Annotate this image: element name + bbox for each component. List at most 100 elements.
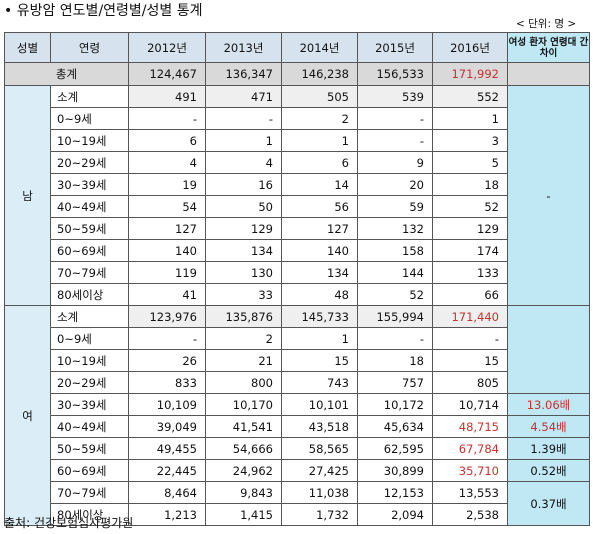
- source-note: 출처: 건강보험심사평가원: [4, 516, 134, 530]
- value-cell: 10,714: [432, 393, 508, 416]
- header-age: 연령: [50, 32, 129, 63]
- age-label: 10~19세: [50, 129, 129, 152]
- value-cell: 1,732: [281, 503, 358, 526]
- value-cell: 2: [205, 327, 282, 350]
- ratio-cell-empty: [507, 305, 590, 394]
- value-cell: 10,101: [281, 393, 358, 416]
- value-cell: 2,094: [357, 503, 433, 526]
- table-row: 10~19세 6 1 1-3: [5, 129, 590, 152]
- table-row: 0~9세 -2 1- -: [5, 327, 590, 350]
- total-row: 총계 124,467 136,347 146,238 156,533 171,9…: [4, 62, 590, 86]
- value-cell: 134: [205, 239, 282, 262]
- value-cell: 45,634: [357, 415, 433, 438]
- age-label: 30~39세: [50, 173, 129, 196]
- age-label: 30~39세: [50, 393, 129, 416]
- value-cell: 6: [281, 151, 358, 174]
- table-row: 남 소계 491 471 505 539 552-: [4, 85, 590, 306]
- table-row: 0~9세 - -2-1: [5, 107, 590, 130]
- value-cell: 127: [128, 217, 206, 240]
- value-cell: 27,425: [281, 459, 358, 482]
- value-cell: 49,455: [128, 437, 206, 460]
- value-cell: 1: [281, 327, 358, 350]
- value-cell: 18: [357, 349, 433, 372]
- value-cell: 22,445: [128, 459, 206, 482]
- value-cell: 155,994: [357, 305, 433, 328]
- value-cell: 552: [432, 85, 508, 108]
- value-cell: 505: [281, 85, 358, 108]
- value-cell: 8,464: [128, 481, 206, 504]
- total-cell: 136,347: [205, 62, 282, 86]
- value-cell: 15: [432, 349, 508, 372]
- value-cell: 15: [281, 349, 358, 372]
- age-label: 70~79세: [50, 481, 129, 504]
- header-year: 2015년: [357, 32, 433, 63]
- table-row: 60~69세 140 134 140 158 174: [5, 239, 590, 262]
- value-cell: 1: [205, 129, 282, 152]
- value-cell: 39,049: [128, 415, 206, 438]
- value-cell: 33: [205, 283, 282, 306]
- table-row: 60~69세 22,445 24,962 27,425 30,899 35,710 0.52…: [5, 459, 590, 482]
- total-cell-highlight: 171,992: [432, 62, 508, 86]
- value-cell: 35,710: [432, 459, 508, 482]
- age-label: 소계: [50, 305, 129, 328]
- age-label: 0~9세: [50, 327, 129, 350]
- value-cell: -: [357, 129, 433, 152]
- table-row: 20~29세 833 800 743 757 805: [5, 371, 590, 394]
- value-cell: 1: [281, 129, 358, 152]
- value-cell: 174: [432, 239, 508, 262]
- value-cell: 4: [128, 151, 206, 174]
- age-label: 60~69세: [50, 239, 129, 262]
- age-label: 20~29세: [50, 371, 129, 394]
- table-row: 40~49세 39,049 41,541 43,518 45,634 48,715 4.54…: [5, 415, 590, 438]
- value-cell: 11,038: [281, 481, 358, 504]
- header-row: 성별 연령 2012년 2013년 2014년 2015년 2016년 여성 환…: [4, 32, 590, 63]
- table-row: 70~79세 8,464 9,843 11,038 12,153 13,553 0.37배: [5, 481, 590, 526]
- value-cell: 9,843: [205, 481, 282, 504]
- value-cell: 119: [128, 261, 206, 284]
- value-cell: 52: [432, 195, 508, 218]
- age-label: 20~29세: [50, 151, 129, 174]
- value-cell: 1: [432, 107, 508, 130]
- value-cell: 140: [128, 239, 206, 262]
- value-cell: 134: [281, 261, 358, 284]
- value-cell: 805: [432, 371, 508, 394]
- value-cell: 59: [357, 195, 433, 218]
- value-cell: 67,784: [432, 437, 508, 460]
- table-row: 여 소계 123,976 135,876 145,733 155,994 171,440: [4, 305, 590, 526]
- value-cell: 130: [205, 261, 282, 284]
- value-cell: 18: [432, 173, 508, 196]
- value-cell: 757: [357, 371, 433, 394]
- table-row: 70~79세 119 130 134 144 133: [5, 261, 590, 284]
- age-label: 70~79세: [50, 261, 129, 284]
- value-cell: 48,715: [432, 415, 508, 438]
- header-sex: 성별: [4, 32, 51, 63]
- value-cell: 133: [432, 261, 508, 284]
- value-cell: 2: [281, 107, 358, 130]
- total-cell: 156,533: [357, 62, 433, 86]
- value-cell: 800: [205, 371, 282, 394]
- table-row: 80세이상 41 33 48 52 66: [5, 283, 590, 306]
- value-cell: 62,595: [357, 437, 433, 460]
- age-label: 50~59세: [50, 437, 129, 460]
- value-cell: 1,415: [205, 503, 282, 526]
- value-cell: 471: [205, 85, 282, 108]
- sex-label-female: 여: [4, 305, 51, 526]
- value-cell: 58,565: [281, 437, 358, 460]
- value-cell: 129: [205, 217, 282, 240]
- value-cell: 43,518: [281, 415, 358, 438]
- value-cell: 30,899: [357, 459, 433, 482]
- ratio-cell: -: [507, 85, 590, 306]
- value-cell: -: [128, 107, 206, 130]
- total-cell: 146,238: [281, 62, 358, 86]
- value-cell: 10,109: [128, 393, 206, 416]
- value-cell: 145,733: [281, 305, 358, 328]
- value-cell: 66: [432, 283, 508, 306]
- value-cell: 3: [432, 129, 508, 152]
- value-cell: 50: [205, 195, 282, 218]
- value-cell: 123,976: [128, 305, 206, 328]
- value-cell: 41,541: [205, 415, 282, 438]
- value-cell: -: [357, 327, 433, 350]
- value-cell: 833: [128, 371, 206, 394]
- total-cell: 124,467: [128, 62, 206, 86]
- table-row: 30~39세 19 16 14 20 18: [5, 173, 590, 196]
